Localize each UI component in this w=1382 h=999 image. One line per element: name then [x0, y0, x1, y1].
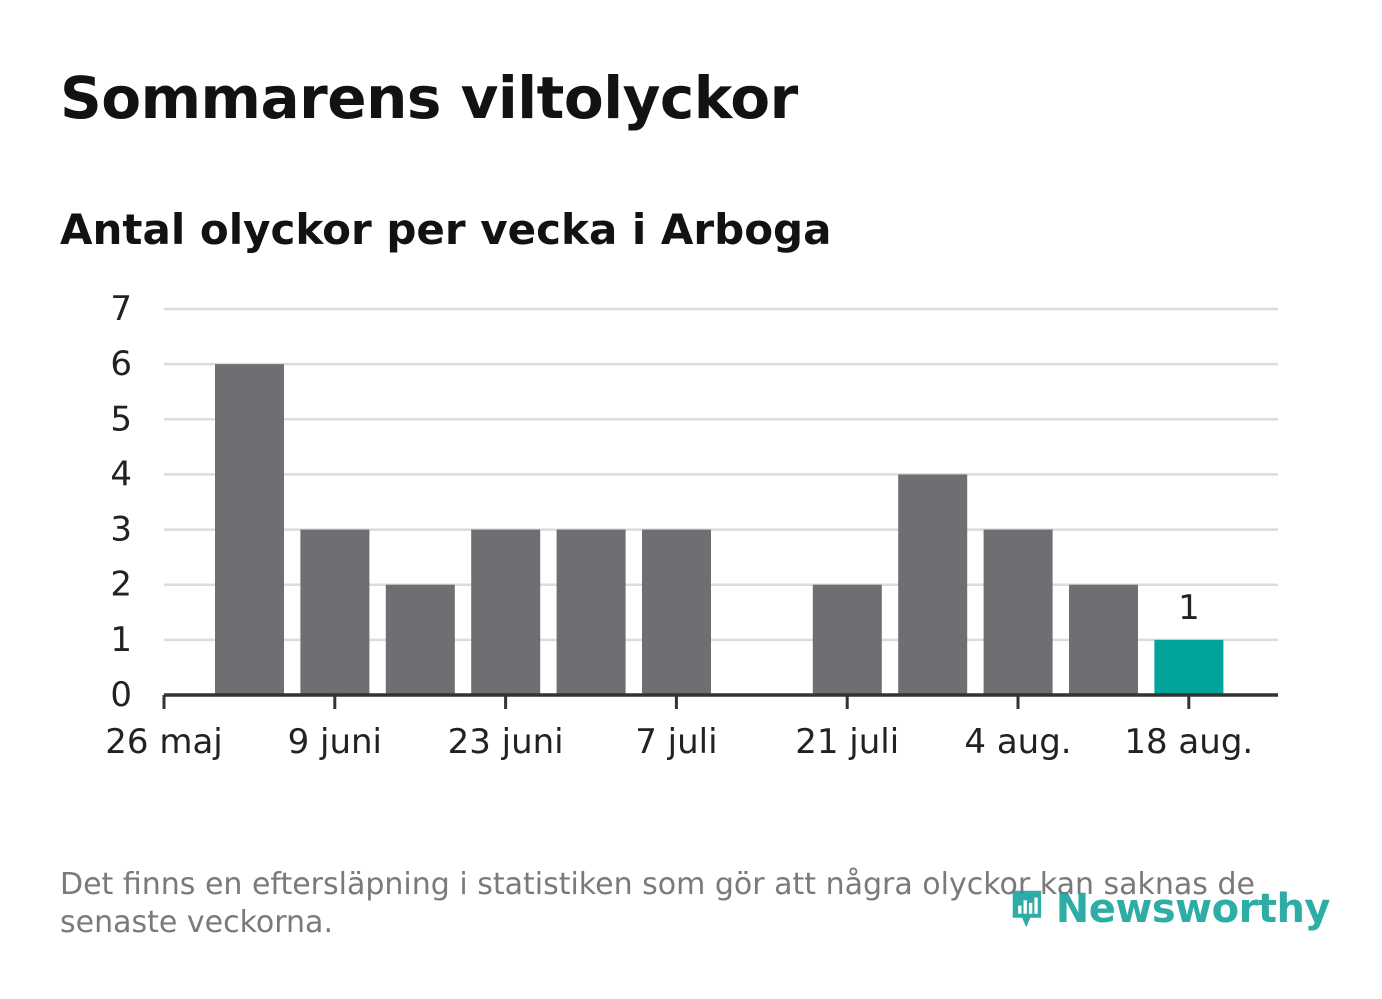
bars — [215, 364, 1224, 695]
y-tick-label: 3 — [110, 510, 132, 550]
chart-subtitle: Antal olyckor per vecka i Arboga — [60, 205, 832, 254]
data-label: 1 — [1178, 588, 1200, 628]
bar-2025-08-11 — [1154, 639, 1224, 695]
y-tick-label: 5 — [110, 399, 132, 439]
y-axis-tick-labels: 0 1 2 3 4 5 6 7 — [110, 289, 132, 715]
y-tick-label: 2 — [110, 565, 132, 605]
footnote: Det finns en eftersläpning i statistiken… — [60, 867, 1255, 940]
bar-2025-08-04 — [1069, 584, 1138, 695]
x-tick-label: 23 juni — [448, 722, 564, 762]
y-tick-label: 0 — [110, 675, 132, 715]
bar-2025-07-21 — [898, 474, 968, 695]
newsworthy-logo: Newsworthy — [1010, 876, 1331, 942]
bar-2025-05-26 — [215, 364, 284, 695]
newsworthy-logo-icon — [1012, 890, 1042, 928]
x-tick-label: 7 juli — [635, 722, 717, 762]
chart-title: Sommarens viltolyckor — [60, 64, 798, 132]
bar-2025-07-14 — [812, 584, 882, 695]
x-tick-label: 18 aug. — [1124, 722, 1253, 762]
x-tick-label: 9 juni — [288, 722, 382, 762]
bar-2025-06-09 — [385, 584, 455, 695]
x-tick-label: 21 juli — [795, 722, 899, 762]
bar-2025-06-16 — [471, 529, 541, 695]
y-tick-label: 6 — [110, 344, 132, 384]
bar-2025-06-23 — [556, 529, 626, 695]
bar-2025-07-28 — [983, 529, 1053, 695]
y-tick-label: 4 — [110, 454, 132, 494]
x-axis-tick-labels: 26 maj 9 juni 23 juni 7 juli 21 juli 4 aug. 18… — [105, 722, 1253, 762]
y-tick-label: 1 — [110, 620, 132, 660]
y-tick-label: 7 — [110, 289, 132, 329]
bar-chart: 0 1 2 3 4 5 6 7 1 26 maj 9 juni 23 juni 7 juli 21 j… — [105, 289, 1278, 762]
data-labels: 1 — [1178, 588, 1200, 628]
x-tick-label: 4 aug. — [964, 722, 1071, 762]
newsworthy-logo-text: Newsworthy — [1055, 886, 1331, 932]
x-tick-label: 26 maj — [105, 722, 222, 762]
x-axis — [162, 693, 1278, 709]
bar-2025-06-30 — [642, 529, 711, 695]
bar-2025-06-02 — [300, 529, 370, 695]
